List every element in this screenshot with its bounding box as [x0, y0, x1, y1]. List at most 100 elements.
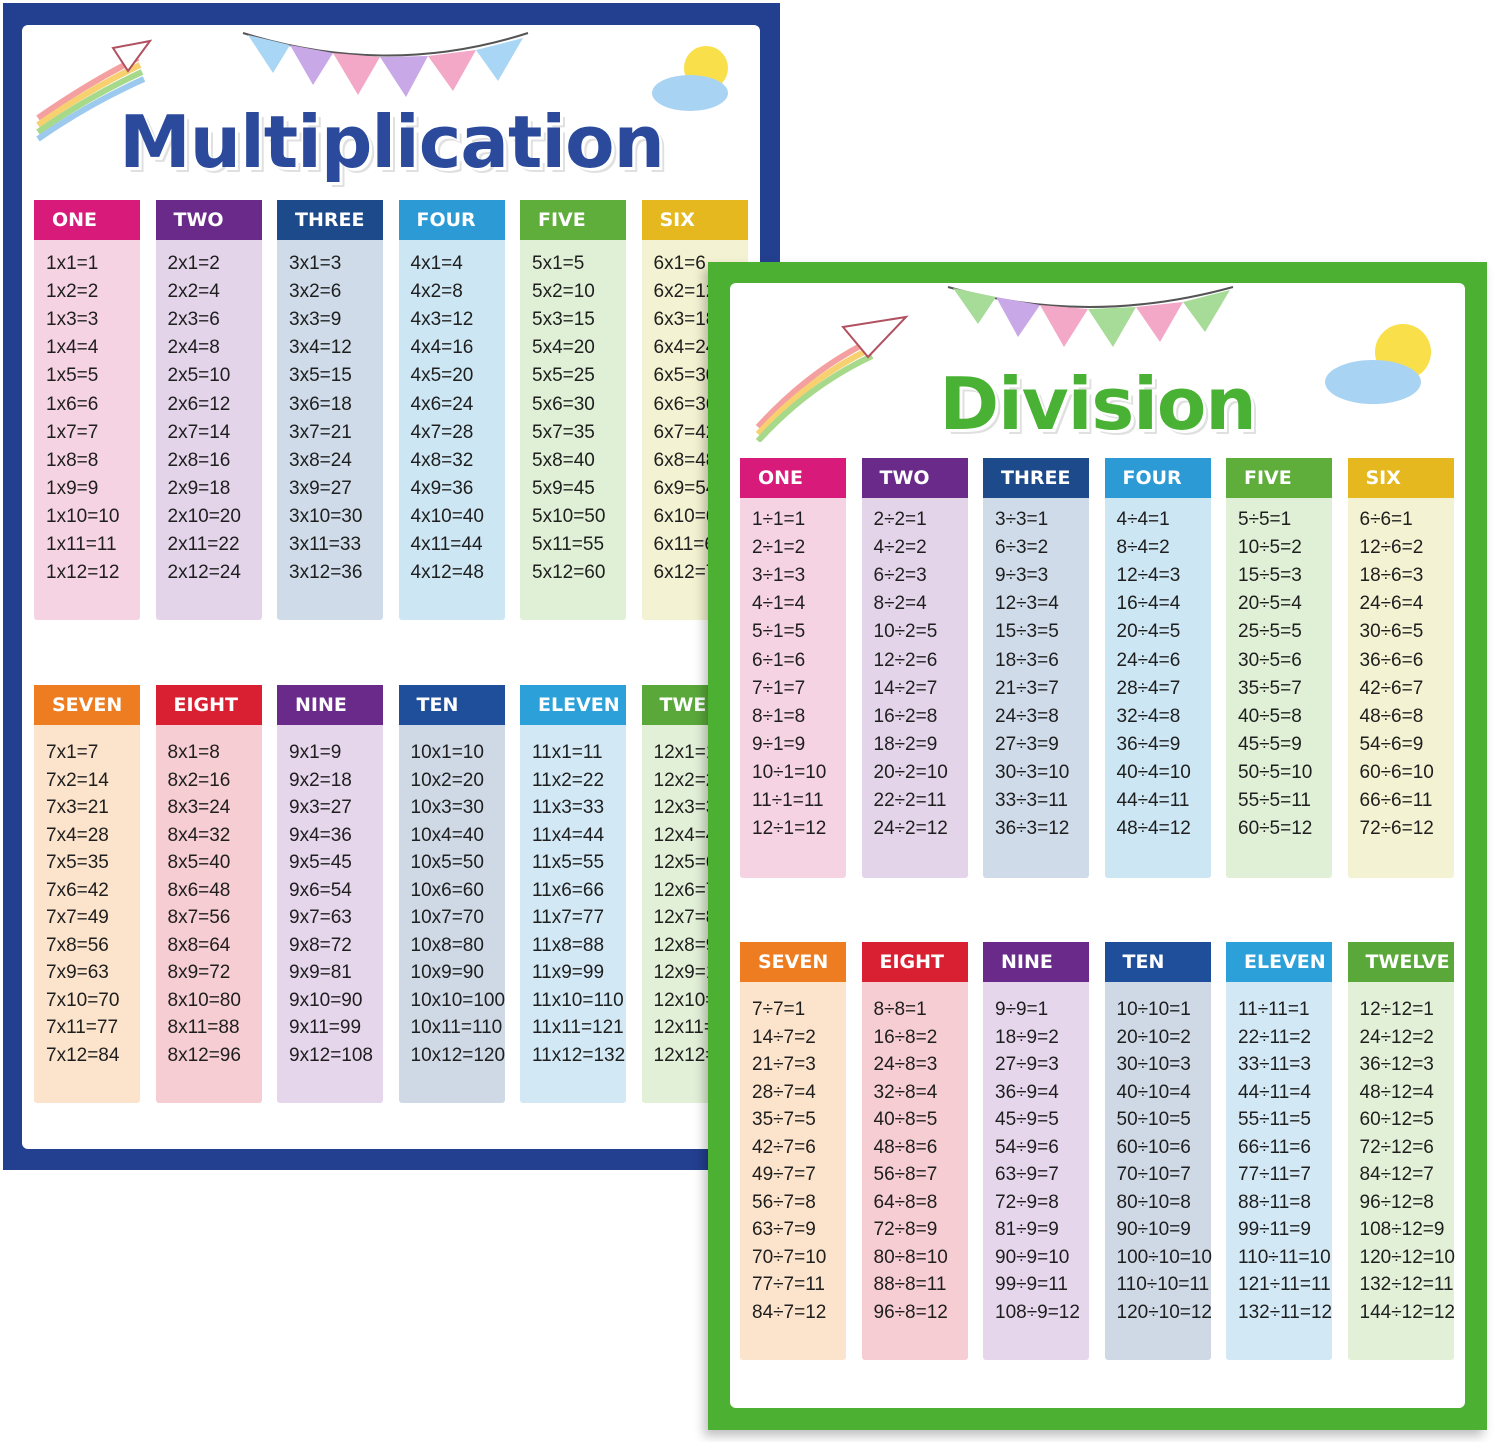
- fact: 55÷11=5: [1238, 1109, 1311, 1130]
- column-header: FOUR: [398, 200, 505, 240]
- fact: 5x11=55: [532, 534, 605, 555]
- fact: 10x12=120: [410, 1044, 506, 1066]
- fact: 20÷10=2: [1116, 1026, 1191, 1048]
- table-column: FIVE 5÷5=1 10÷5=2 15÷5=3 20÷5=4 25÷5=5 30÷5=6 3…: [1226, 458, 1332, 878]
- fact: 8x1=8: [167, 742, 220, 763]
- fact: 3x5=15: [289, 365, 352, 387]
- fact: 10x11=110: [410, 1017, 503, 1038]
- fact: 4x3=12: [410, 309, 474, 331]
- decoration: [755, 286, 1431, 442]
- table-column: FIVE 5x1=5 5x2=10 5x3=15 5x4=20 5x5=25 5x6=30 5…: [520, 200, 626, 620]
- fact: 5÷1=5: [752, 621, 806, 643]
- fact: 5x6=30: [532, 393, 595, 415]
- fact: 33÷3=11: [995, 790, 1068, 811]
- fact: 7x10=70: [46, 989, 120, 1011]
- fact: 9x10=90: [289, 989, 363, 1011]
- fact: 40÷8=5: [873, 1109, 938, 1130]
- fact: 21÷3=7: [995, 677, 1059, 699]
- column-header: FIVE: [520, 200, 626, 240]
- fact: 32÷8=4: [873, 1081, 938, 1103]
- fact: 28÷7=4: [752, 1081, 816, 1103]
- fact: 11x3=33: [532, 797, 605, 818]
- fact: 33÷11=3: [1238, 1054, 1311, 1075]
- fact: 11x1=11: [532, 742, 603, 763]
- fact: 10x3=30: [410, 797, 484, 818]
- fact: 5x10=50: [532, 505, 606, 527]
- fact: 4x4=16: [410, 337, 474, 359]
- fact: 8x4=32: [167, 824, 231, 846]
- fact: 14÷7=2: [752, 1026, 816, 1048]
- fact: 56÷8=7: [873, 1164, 938, 1185]
- fact: 20÷2=10: [873, 761, 948, 783]
- column-header: TEN: [398, 685, 505, 725]
- table-column: FOUR 4÷4=1 8÷4=2 12÷4=3 16÷4=4 20÷4=5 24÷4=6 28…: [1104, 458, 1211, 878]
- fact: 48÷12=4: [1359, 1081, 1434, 1103]
- fact: 54÷6=9: [1359, 733, 1424, 755]
- fact: 8÷4=2: [1116, 537, 1170, 559]
- fact: 27÷3=9: [995, 733, 1059, 755]
- fact: 7x2=14: [46, 769, 109, 791]
- fact: 36÷4=9: [1116, 733, 1181, 755]
- table-column: SEVEN 7÷7=1 14÷7=2 21÷7=3 28÷7=4 35÷7=5 42÷7=6…: [740, 942, 846, 1360]
- fact: 10x6=60: [410, 879, 484, 901]
- column-header: SIX: [1347, 458, 1454, 498]
- fact: 18÷2=9: [873, 733, 938, 755]
- fact: 11x12=132: [532, 1044, 626, 1066]
- column-header: FOUR: [1104, 458, 1211, 498]
- fact: 16÷4=4: [1116, 593, 1181, 615]
- fact: 2x5=10: [167, 365, 231, 387]
- fact: 30÷6=5: [1359, 621, 1424, 643]
- fact: 72÷8=9: [873, 1219, 938, 1240]
- fact: 1x3=3: [46, 309, 99, 331]
- fact: 5x9=45: [532, 477, 595, 499]
- fact: 11x9=99: [532, 962, 605, 983]
- fact: 7÷1=7: [752, 677, 806, 699]
- fact: 11x8=88: [532, 934, 605, 956]
- fact: 110÷11=10: [1238, 1246, 1331, 1268]
- fact: 5x4=20: [532, 337, 595, 359]
- fact: 9x7=63: [289, 907, 352, 928]
- fact: 6x11=66: [653, 534, 726, 555]
- table-column: EIGHT 8x1=8 8x2=16 8x3=24 8x4=32 8x5=40 8x6=48…: [155, 685, 262, 1103]
- fact: 11x4=44: [532, 824, 605, 846]
- fact: 9x4=36: [289, 824, 352, 846]
- column-header: ONE: [740, 458, 846, 498]
- fact: 16÷2=8: [873, 705, 938, 727]
- fact: 10x9=90: [410, 962, 484, 983]
- fact: 60÷12=5: [1359, 1109, 1434, 1130]
- fact: 4÷4=1: [1116, 509, 1170, 530]
- fact: 1x10=10: [46, 505, 120, 527]
- poster-sheet: [22, 25, 760, 1149]
- column-header: TWO: [861, 458, 968, 498]
- fact: 5x7=35: [532, 421, 595, 443]
- fact: 4x12=48: [410, 562, 484, 584]
- fact: 5x8=40: [532, 449, 595, 471]
- fact: 2x9=18: [167, 477, 231, 499]
- fact: 2x12=24: [167, 562, 241, 584]
- fact: 108÷9=12: [995, 1301, 1080, 1323]
- fact: 18÷3=6: [995, 649, 1059, 671]
- fact: 10x4=40: [410, 824, 484, 846]
- fact: 11x5=55: [532, 852, 605, 873]
- table-column: FOUR 4x1=4 4x2=8 4x3=12 4x4=16 4x5=20 4x6=24 4x…: [398, 200, 505, 620]
- poster-title: Multiplication: [119, 100, 665, 184]
- fact: 28÷4=7: [1116, 677, 1181, 699]
- fact: 4x5=20: [410, 365, 474, 387]
- fact: 8x10=80: [167, 989, 241, 1011]
- fact: 90÷10=9: [1116, 1219, 1191, 1240]
- fact: 1x11=11: [46, 534, 117, 555]
- fact: 35÷5=7: [1238, 677, 1302, 699]
- fact: 18÷9=2: [995, 1026, 1059, 1048]
- fact: 54÷9=6: [995, 1136, 1059, 1158]
- fact: 24÷4=6: [1116, 649, 1181, 671]
- fact: 70÷10=7: [1116, 1164, 1191, 1185]
- fact: 55÷5=11: [1238, 790, 1311, 811]
- fact: 60÷6=10: [1359, 761, 1434, 783]
- fact: 25÷5=5: [1238, 621, 1302, 643]
- fact: 120÷10=12: [1116, 1301, 1213, 1323]
- fact: 4÷1=4: [752, 593, 806, 615]
- fact: 1x2=2: [46, 281, 99, 303]
- table-column: EIGHT 8÷8=1 16÷8=2 24÷8=3 32÷8=4 40÷8=5 48÷8=6…: [861, 942, 968, 1360]
- fact: 5x1=5: [532, 253, 585, 274]
- fact: 7x3=21: [46, 797, 109, 818]
